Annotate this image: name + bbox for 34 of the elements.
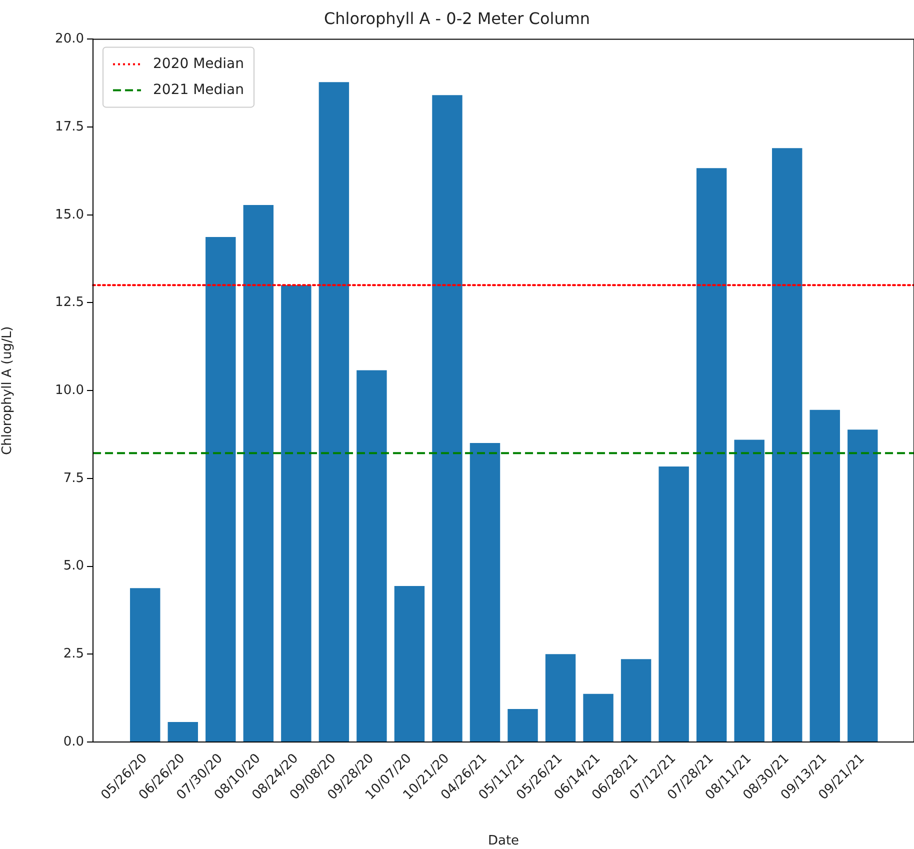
chart-title: Chlorophyll A - 0-2 Meter Column <box>324 8 590 28</box>
bar <box>130 588 160 742</box>
bar <box>356 370 387 742</box>
bar <box>810 410 840 742</box>
legend-label: 2021 Median <box>153 82 244 98</box>
bar <box>620 659 652 742</box>
bar <box>772 148 802 742</box>
y-tick-label: 15.0 <box>55 207 84 222</box>
bar <box>432 95 462 742</box>
bar <box>658 466 689 742</box>
y-tick-label: 5.0 <box>63 558 84 574</box>
y-tick-label: 20.0 <box>55 32 84 47</box>
y-tick-label: 10.0 <box>55 382 84 398</box>
bar <box>696 168 727 742</box>
y-tick-label: 12.5 <box>55 295 84 310</box>
bar <box>394 586 425 742</box>
bar <box>545 654 576 742</box>
bar <box>243 205 274 742</box>
y-tick-label: 2.5 <box>63 646 84 662</box>
bar <box>318 82 350 742</box>
y-axis-title: Chlorophyll A (ug/L) <box>0 326 16 455</box>
y-tick-label: 0.0 <box>63 734 84 750</box>
y-tick-label: 17.5 <box>55 119 84 134</box>
legend-label: 2020 Median <box>153 56 244 72</box>
bar <box>734 440 764 742</box>
bar <box>281 285 312 742</box>
bar <box>848 430 878 742</box>
bar <box>168 722 198 742</box>
bar <box>583 694 614 742</box>
bar <box>470 442 500 742</box>
x-axis-title: Date <box>488 834 520 849</box>
bar <box>206 237 236 742</box>
y-tick-label: 7.5 <box>63 470 84 486</box>
bar <box>508 708 538 742</box>
